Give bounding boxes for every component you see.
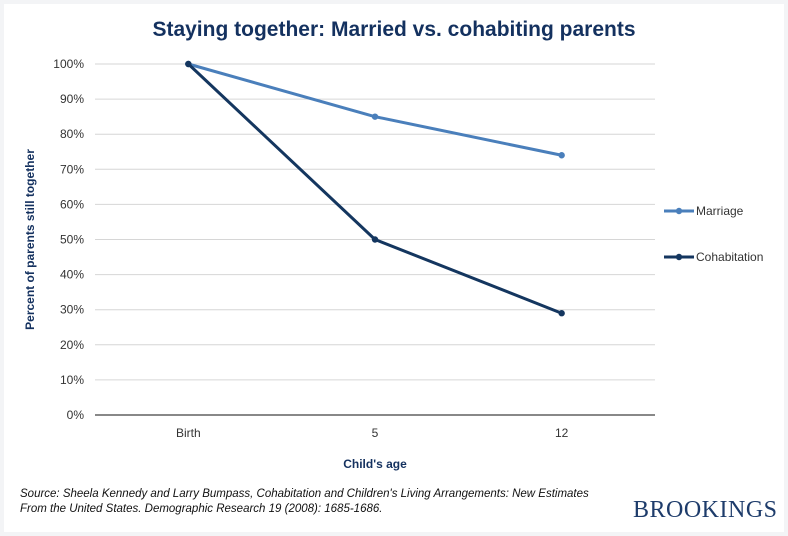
source-note: Source: Sheela Kennedy and Larry Bumpass… <box>20 488 589 515</box>
y-tick-label: 70% <box>60 162 84 176</box>
y-tick-label: 0% <box>67 408 85 422</box>
y-tick-label: 60% <box>60 197 84 211</box>
data-point-marriage <box>371 113 379 120</box>
chart-title: Staying together: Married vs. cohabiting… <box>152 18 636 41</box>
x-tick-label: 12 <box>555 426 569 440</box>
legend-marker <box>675 207 683 215</box>
y-tick-label: 20% <box>60 338 84 352</box>
x-tick-label: 5 <box>372 426 379 440</box>
x-tick-label: Birth <box>176 426 201 440</box>
data-point-marriage <box>558 152 565 159</box>
x-axis-title: Child's age <box>343 457 407 471</box>
y-tick-label: 40% <box>60 268 84 282</box>
series-line-marriage <box>187 62 562 157</box>
y-tick-label: 10% <box>60 373 84 387</box>
legend-marker <box>675 253 683 261</box>
legend-label: Cohabitation <box>696 250 763 264</box>
series-line-cohabitation <box>187 62 563 315</box>
chart-card <box>4 4 784 532</box>
y-tick-label: 30% <box>60 303 84 317</box>
y-tick-label: 80% <box>60 127 84 141</box>
y-axis-title: Percent of parents still together <box>23 149 37 330</box>
data-point-cohabitation <box>371 236 379 243</box>
y-tick-label: 90% <box>60 92 84 106</box>
data-point-cohabitation <box>185 60 192 68</box>
y-tick-label: 100% <box>53 57 84 71</box>
data-point-cohabitation <box>558 310 565 317</box>
brand-logo: BROOKINGS <box>633 497 778 523</box>
y-tick-label: 50% <box>60 233 84 247</box>
legend-label: Marriage <box>696 204 744 218</box>
